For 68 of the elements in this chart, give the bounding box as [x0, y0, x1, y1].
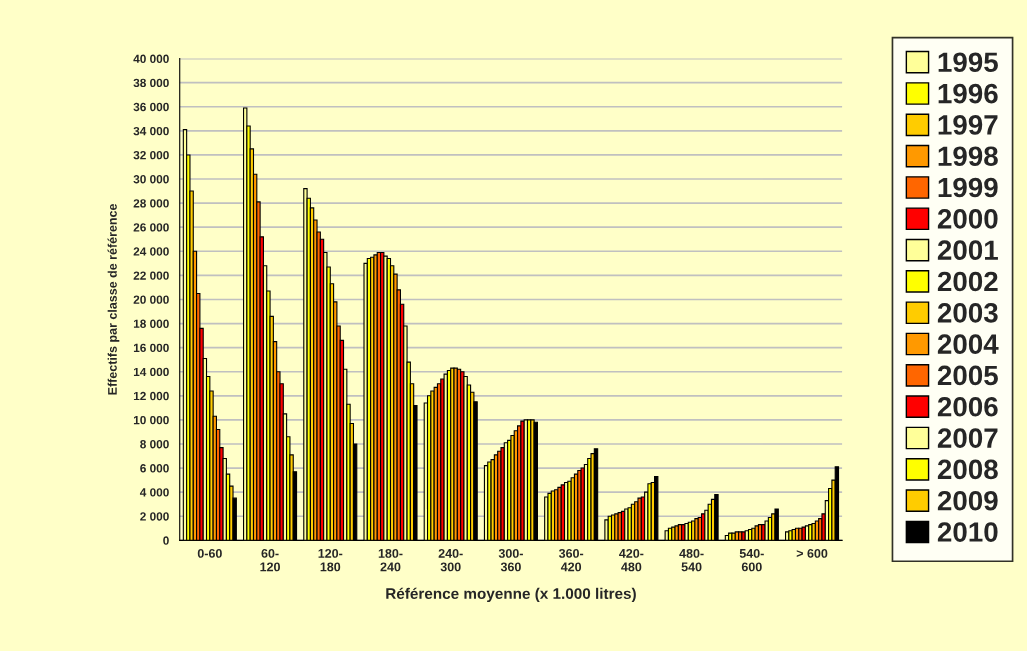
x-tick-label: 480- 540: [679, 548, 704, 572]
bar: [774, 508, 779, 541]
y-tick-label: 38 000: [133, 78, 169, 88]
y-tick-label: 10 000: [133, 415, 169, 425]
y-tick-label: 18 000: [133, 319, 169, 328]
legend-label: 2003: [937, 302, 998, 323]
y-tick-label: 20 000: [133, 295, 169, 304]
bar: [547, 492, 552, 541]
legend-label: 1998: [938, 146, 998, 167]
x-axis-title: Référence moyenne (x 1.000 litres): [386, 587, 636, 603]
y-tick-label: 32 000: [133, 150, 169, 160]
legend-label: 2010: [937, 522, 998, 542]
bar: [834, 466, 840, 541]
y-tick-label: 24 000: [133, 247, 169, 256]
legend-label: 1997: [938, 115, 998, 135]
y-tick-label: 4 000: [139, 488, 169, 497]
y-tick-label: 40 000: [133, 54, 169, 63]
legend-label: 2009: [937, 490, 998, 511]
bar: [764, 520, 769, 541]
y-tick-label: 36 000: [133, 102, 169, 112]
y-tick-label: 6 000: [140, 464, 169, 473]
y-tick-label: 26 000: [133, 223, 169, 232]
bar: [520, 420, 525, 541]
bar: [363, 262, 368, 541]
x-tick-label: 0-60: [197, 548, 222, 558]
bar: [664, 530, 669, 541]
legend-label: 1995: [938, 52, 998, 73]
x-tick-label: 300- 360: [498, 548, 523, 572]
y-tick-label: 22 000: [133, 271, 169, 280]
y-tick-label: 2 000: [140, 512, 169, 521]
bar: [714, 494, 719, 541]
x-tick-label: 180- 240: [378, 548, 403, 572]
legend-label: 2002: [937, 271, 998, 292]
legend-label: 2006: [937, 396, 998, 417]
bar: [604, 519, 609, 541]
y-tick-label: 8 000: [140, 440, 169, 449]
legend-label: 2000: [937, 209, 998, 229]
x-tick-label: 420- 480: [619, 548, 644, 572]
legend-label: 1996: [938, 83, 998, 104]
bar: [593, 448, 599, 541]
x-tick-label: 120- 180: [318, 548, 343, 572]
y-tick-label: 28 000: [133, 199, 169, 208]
legend-label: 2001: [937, 240, 998, 261]
bar: [788, 530, 793, 541]
y-tick-label: 12 000: [133, 391, 169, 401]
x-tick-label: 240- 300: [438, 548, 463, 572]
x-tick-label: > 600: [796, 548, 828, 558]
x-tick-label: 540- 600: [739, 548, 764, 572]
legend-label: 2007: [937, 428, 998, 448]
y-tick-label: 16 000: [133, 343, 169, 353]
x-tick-label: 360- 420: [558, 548, 584, 572]
bar: [443, 373, 448, 541]
bar: [510, 434, 515, 541]
legend-label: 2004: [937, 334, 999, 354]
legend-label: 2008: [937, 459, 998, 480]
bar: [463, 375, 468, 541]
bar: [654, 475, 659, 541]
y-tick-label: 34 000: [133, 126, 169, 136]
bar: [383, 255, 388, 541]
y-tick-label: 0: [163, 536, 169, 545]
x-tick-label: 60- 120: [260, 548, 280, 572]
y-axis-title: Effectifs par classe de référence: [107, 204, 120, 395]
y-tick-label: 30 000: [133, 175, 169, 184]
legend-label: 2005: [937, 365, 998, 386]
bar: [430, 390, 435, 541]
y-tick-label: 14 000: [133, 367, 169, 377]
bar: [647, 483, 652, 541]
legend-label: 1999: [938, 177, 998, 198]
